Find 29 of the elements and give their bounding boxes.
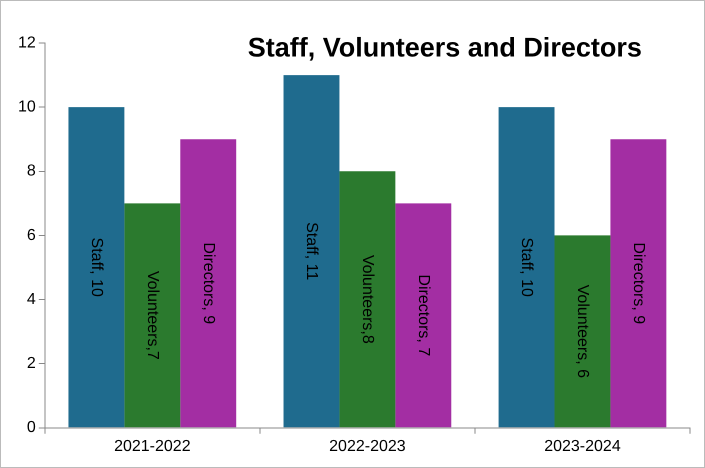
data-label: Volunteers, 6 (574, 284, 592, 378)
y-tick-label: 6 (26, 226, 36, 244)
bar (124, 203, 180, 428)
y-tick-label: 12 (18, 34, 36, 52)
y-tick-label: 8 (26, 162, 36, 180)
bar (395, 203, 452, 428)
data-label: Volunteers,8 (358, 254, 376, 344)
data-label: Directors, 9 (630, 242, 647, 324)
y-tick-label: 2 (26, 355, 36, 372)
data-label: Staff, 10 (88, 238, 106, 297)
bar (610, 139, 666, 428)
x-tick-label: 2022-2023 (329, 438, 406, 455)
data-label: Directors, 9 (200, 242, 217, 324)
x-tick-label: 2023-2024 (544, 438, 621, 455)
data-label: Staff, 11 (303, 222, 320, 280)
y-tick-label: 0 (26, 419, 36, 436)
data-label: Directors, 7 (414, 274, 432, 356)
bar (339, 171, 396, 428)
y-tick-label: 4 (26, 290, 36, 308)
data-label: Staff, 10 (518, 238, 536, 297)
bar (498, 107, 555, 428)
bar (554, 235, 610, 428)
data-label: Volunteers,7 (144, 270, 161, 360)
chart-title: Staff, Volunteers and Directors (248, 32, 642, 62)
x-tick-label: 2021-2022 (114, 438, 191, 455)
bar (180, 139, 236, 428)
bar (284, 75, 340, 428)
y-tick-label: 10 (18, 98, 36, 116)
bar (68, 107, 124, 428)
